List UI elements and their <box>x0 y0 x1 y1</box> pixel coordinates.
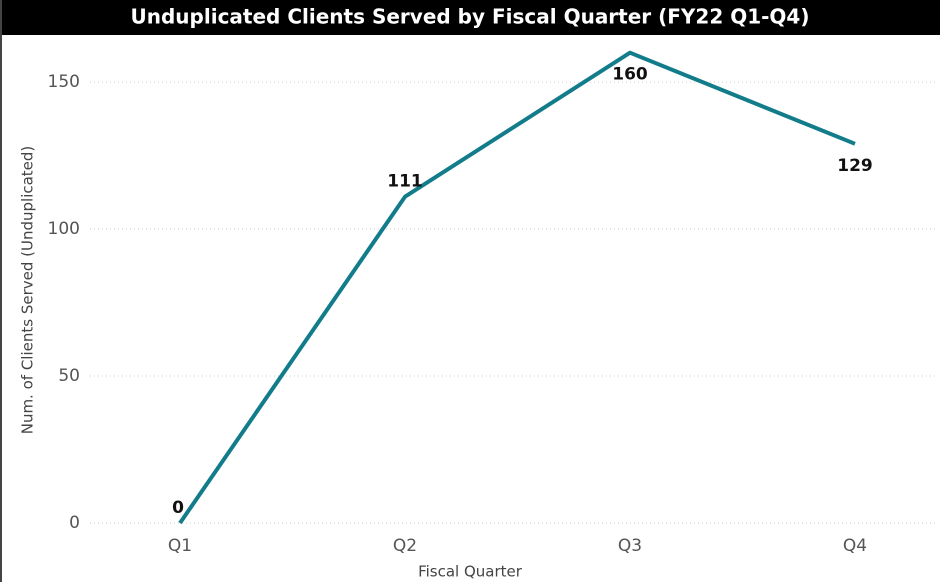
data-label: 111 <box>387 172 423 192</box>
y-tick-label: 150 <box>48 72 80 92</box>
x-tick-label: Q4 <box>843 536 867 556</box>
data-label: 160 <box>612 65 648 85</box>
chart-title: Unduplicated Clients Served by Fiscal Qu… <box>131 5 810 29</box>
title-bar <box>0 0 940 35</box>
y-axis-label: Num. of Clients Served (Unduplicated) <box>19 146 37 435</box>
y-tick-label: 0 <box>69 513 80 533</box>
x-tick-label: Q2 <box>393 536 417 556</box>
x-axis-label: Fiscal Quarter <box>418 563 523 581</box>
x-tick-label: Q1 <box>168 536 192 556</box>
y-tick-label: 50 <box>58 366 80 386</box>
data-label: 0 <box>172 498 184 518</box>
line <box>178 50 856 525</box>
data-label: 129 <box>837 156 873 176</box>
x-tick-label: Q3 <box>618 536 642 556</box>
y-tick-label: 100 <box>48 219 80 239</box>
